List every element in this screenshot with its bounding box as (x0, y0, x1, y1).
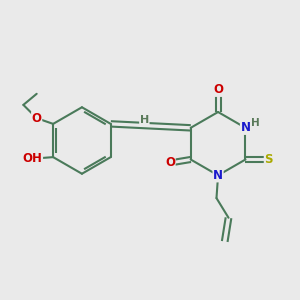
Text: OH: OH (22, 152, 43, 165)
Text: H: H (140, 115, 149, 125)
Text: S: S (264, 153, 273, 166)
Text: N: N (213, 169, 223, 182)
Text: O: O (32, 112, 42, 125)
Text: N: N (241, 121, 250, 134)
Text: H: H (250, 118, 260, 128)
Text: O: O (213, 83, 223, 96)
Text: O: O (165, 156, 175, 169)
